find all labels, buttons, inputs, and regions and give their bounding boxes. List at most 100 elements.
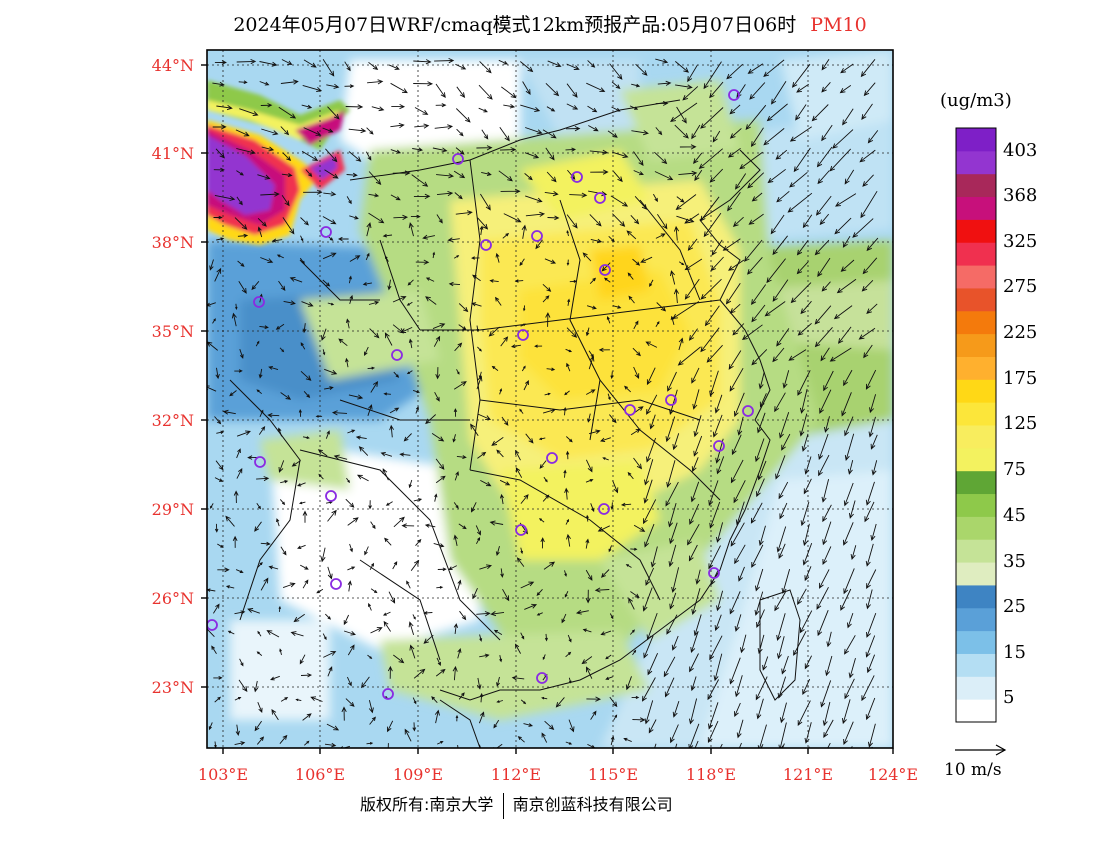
wind-arrow xyxy=(341,706,347,721)
wind-arrow xyxy=(802,214,813,229)
wind-arrow xyxy=(495,252,500,263)
wind-arrow xyxy=(716,456,725,475)
wind-arrow xyxy=(630,214,640,225)
wind-arrow xyxy=(750,502,763,524)
wind-arrow xyxy=(867,130,879,144)
wind-arrow xyxy=(861,279,874,292)
wind-arrow xyxy=(207,302,216,307)
wind-arrow xyxy=(620,502,632,507)
wind-arrow xyxy=(489,279,499,283)
wind-arrow xyxy=(590,169,609,175)
wind-arrow xyxy=(865,481,875,506)
wind-arrow xyxy=(343,614,350,626)
wind-arrow xyxy=(435,83,446,99)
wind-arrow xyxy=(861,675,875,702)
wind-arrow xyxy=(521,224,527,239)
wind-arrow xyxy=(733,392,745,417)
wind-arrow xyxy=(520,61,534,73)
wind-arrow xyxy=(500,568,504,578)
wind-arrow xyxy=(700,278,722,300)
wind-arrow xyxy=(536,588,543,596)
wind-arrow xyxy=(825,655,833,677)
wind-arrow xyxy=(542,295,550,303)
wind-arrow xyxy=(608,545,613,553)
wind-arrow xyxy=(827,742,831,748)
wind-arrow xyxy=(346,172,358,178)
wind-arrow xyxy=(646,612,658,641)
wind-arrow xyxy=(231,312,237,327)
wind-arrow xyxy=(522,81,531,95)
wind-arrow xyxy=(257,561,263,568)
wind-arrow xyxy=(538,437,546,441)
reference-wind-label: 10 m/s xyxy=(944,760,1002,780)
wind-arrow xyxy=(290,631,304,637)
city-marker xyxy=(571,171,583,183)
wind-arrow xyxy=(741,324,763,341)
wind-arrow xyxy=(458,303,469,313)
wind-arrow xyxy=(367,654,373,659)
wind-arrow xyxy=(214,267,222,282)
wind-arrow xyxy=(585,589,591,604)
wind-arrow xyxy=(569,279,578,283)
wind-arrow xyxy=(799,388,808,414)
wind-arrow xyxy=(233,490,239,504)
wind-arrow xyxy=(236,148,256,155)
city-marker xyxy=(452,153,464,165)
colorbar-tick: 175 xyxy=(1003,368,1038,389)
wind-arrow xyxy=(751,349,768,366)
wind-arrow xyxy=(412,147,423,152)
wind-arrow xyxy=(434,124,454,130)
lon-label: 106°E xyxy=(294,765,346,784)
wind-arrow xyxy=(256,476,270,482)
wind-arrow xyxy=(324,368,338,375)
wind-arrow xyxy=(279,734,288,744)
wind-arrow xyxy=(453,502,459,509)
wind-arrow xyxy=(214,416,222,425)
lon-label: 103°E xyxy=(197,765,249,784)
wind-arrow xyxy=(300,673,313,678)
wind-arrow xyxy=(793,147,811,173)
wind-arrow xyxy=(434,493,438,502)
wind-arrow xyxy=(669,270,676,285)
wind-arrow xyxy=(628,597,635,610)
colorbar-swatch xyxy=(956,447,996,472)
wind-arrow xyxy=(668,502,677,528)
wind-arrow xyxy=(390,82,408,94)
wind-arrow xyxy=(811,104,829,122)
wind-arrow xyxy=(327,666,333,677)
wind-arrow xyxy=(804,456,812,475)
wind-arrow xyxy=(500,188,521,194)
wind-arrow xyxy=(725,283,741,305)
wind-arrow xyxy=(277,427,283,437)
wind-arrow xyxy=(275,323,285,330)
wind-arrow xyxy=(293,613,305,623)
wind-arrow xyxy=(655,127,663,136)
wind-arrow xyxy=(587,413,591,423)
wind-arrow xyxy=(477,346,482,352)
wind-arrow xyxy=(323,191,337,197)
wind-arrow xyxy=(767,168,786,184)
wind-arrow xyxy=(840,588,852,611)
wind-arrow xyxy=(608,235,615,243)
wind-arrow xyxy=(413,668,426,679)
wind-arrow xyxy=(821,478,830,503)
wind-arrow xyxy=(547,215,560,221)
wind-arrow xyxy=(732,323,745,336)
wind-arrow xyxy=(403,433,412,442)
wind-arrow xyxy=(213,215,223,220)
wind-arrow xyxy=(673,225,680,241)
wind-arrow xyxy=(712,414,723,438)
wind-arrow xyxy=(650,546,658,568)
wind-arrow xyxy=(712,130,721,143)
wind-arrow xyxy=(730,522,745,547)
wind-arrow xyxy=(259,293,263,303)
wind-arrow xyxy=(607,393,611,401)
wind-arrow xyxy=(797,322,812,336)
wind-arrow xyxy=(415,406,419,414)
wind-arrow xyxy=(747,63,764,74)
wind-arrow xyxy=(345,498,355,508)
wind-arrow xyxy=(234,369,243,373)
wind-arrow xyxy=(585,478,594,483)
wind-arrow xyxy=(367,79,384,85)
wind-arrow xyxy=(238,280,247,294)
